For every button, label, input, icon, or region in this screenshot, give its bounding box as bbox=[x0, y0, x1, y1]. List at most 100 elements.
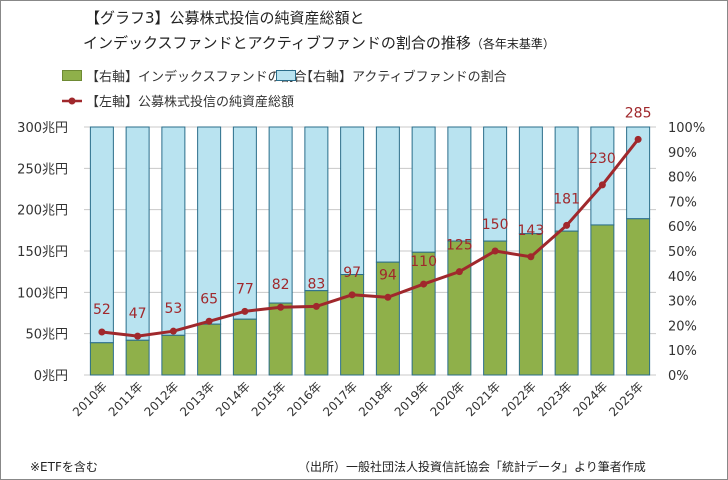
bar-active bbox=[375, 126, 400, 263]
footnote: ※ETFを含む bbox=[30, 460, 98, 474]
right-axis-tick: 0% bbox=[668, 369, 689, 384]
legend-line-marker-icon bbox=[62, 97, 82, 104]
right-axis-tick: 10% bbox=[668, 344, 697, 359]
bar-index bbox=[411, 251, 436, 376]
bar-index bbox=[340, 274, 365, 376]
total-assets-point bbox=[598, 181, 606, 189]
data-label: 110 bbox=[410, 254, 437, 270]
total-assets-point bbox=[134, 332, 142, 340]
total-assets-point bbox=[491, 247, 499, 255]
data-label: 94 bbox=[379, 267, 397, 283]
left-axis-tick: 150兆円 bbox=[17, 245, 68, 260]
x-axis-tick: 2024年 bbox=[571, 379, 611, 419]
bar-index bbox=[89, 342, 114, 376]
x-axis-tick: 2011年 bbox=[106, 379, 146, 419]
legend-label-active: 【右軸】アクティブファンドの割合 bbox=[300, 70, 507, 85]
bar-active bbox=[304, 126, 329, 292]
bar-active bbox=[447, 126, 472, 242]
total-assets-point bbox=[563, 221, 571, 229]
bar-index bbox=[447, 240, 472, 376]
chart-title-main: インデックスファンドとアクティブファンドの割合の推移 bbox=[83, 34, 471, 52]
x-axis-tick: 2017年 bbox=[320, 379, 360, 419]
total-assets-point bbox=[420, 280, 428, 288]
bar-index bbox=[161, 334, 186, 376]
left-axis-tick: 300兆円 bbox=[17, 121, 68, 136]
bar-index bbox=[125, 339, 150, 376]
right-axis-tick: 50% bbox=[668, 245, 697, 260]
total-assets-point bbox=[312, 302, 320, 310]
data-label: 125 bbox=[446, 238, 473, 254]
data-label: 83 bbox=[307, 276, 325, 292]
total-assets-point bbox=[241, 307, 249, 315]
x-axis-tick: 2010年 bbox=[70, 379, 110, 419]
legend-label-total: 【左軸】公募株式投信の純資産総額 bbox=[86, 95, 295, 110]
x-axis-tick: 2012年 bbox=[142, 379, 182, 419]
chart-title-note: （各年末基準） bbox=[470, 37, 555, 51]
x-axis-tick: 2021年 bbox=[463, 379, 503, 419]
left-axis-tick: 0兆円 bbox=[34, 369, 68, 384]
total-assets-point bbox=[384, 293, 392, 301]
bar-index bbox=[518, 233, 543, 376]
data-label: 52 bbox=[93, 302, 111, 318]
data-label: 150 bbox=[482, 217, 509, 233]
legend-item-active: 【右軸】アクティブファンドの割合 bbox=[276, 66, 507, 85]
legend-swatch-active bbox=[276, 70, 296, 81]
bar-active bbox=[518, 126, 543, 235]
legend-item-index: 【右軸】インデックスファンドの割合 bbox=[62, 66, 307, 85]
left-axis-tick: 250兆円 bbox=[17, 162, 68, 177]
left-axis-tick: 50兆円 bbox=[25, 328, 68, 343]
right-axis-tick: 90% bbox=[668, 146, 697, 161]
chart-title-line2: インデックスファンドとアクティブファンドの割合の推移（各年末基準） bbox=[83, 32, 555, 53]
x-axis-tick: 2015年 bbox=[249, 379, 289, 419]
bar-index bbox=[232, 318, 257, 376]
x-axis-tick: 2020年 bbox=[428, 379, 468, 419]
bar-index bbox=[590, 224, 615, 376]
data-label: 181 bbox=[553, 191, 580, 207]
data-label: 143 bbox=[518, 223, 545, 239]
total-assets-point bbox=[205, 317, 213, 325]
bar-index bbox=[626, 218, 651, 376]
total-assets-point bbox=[527, 253, 535, 261]
source-note: （出所）一般社団法人投資信託協会「統計データ」より筆者作成 bbox=[298, 460, 646, 474]
data-label: 97 bbox=[343, 265, 361, 281]
bar-active bbox=[411, 126, 436, 253]
right-axis-tick: 100% bbox=[668, 121, 705, 136]
x-axis-tick: 2014年 bbox=[213, 379, 253, 419]
total-assets-point bbox=[348, 291, 356, 299]
total-assets-point bbox=[634, 135, 642, 143]
right-axis-tick: 60% bbox=[668, 220, 697, 235]
legend-label-index: 【右軸】インデックスファンドの割合 bbox=[86, 70, 307, 85]
data-label: 65 bbox=[200, 291, 218, 307]
x-axis-tick: 2022年 bbox=[499, 379, 539, 419]
left-axis-tick: 100兆円 bbox=[17, 286, 68, 301]
bar-index bbox=[483, 240, 508, 376]
right-axis-tick: 80% bbox=[668, 171, 697, 186]
bar-index bbox=[304, 290, 329, 376]
data-label: 47 bbox=[129, 306, 147, 322]
bar-active bbox=[340, 126, 365, 276]
legend-item-total: 【左軸】公募株式投信の純資産総額 bbox=[62, 91, 294, 110]
total-assets-point bbox=[98, 328, 106, 336]
bar-index bbox=[197, 323, 222, 376]
total-assets-point bbox=[277, 303, 285, 311]
right-axis-tick: 30% bbox=[668, 295, 697, 310]
data-label: 285 bbox=[625, 105, 652, 121]
legend-swatch-index bbox=[62, 70, 82, 81]
total-assets-point bbox=[455, 268, 463, 276]
total-assets-point bbox=[169, 327, 177, 335]
data-label: 82 bbox=[272, 277, 290, 293]
x-axis-tick: 2018年 bbox=[356, 379, 396, 419]
right-axis-tick: 40% bbox=[668, 270, 697, 285]
chart-title-line1: 【グラフ3】公募株式投信の純資産総額と bbox=[85, 9, 365, 27]
x-axis-tick: 2025年 bbox=[606, 379, 646, 419]
data-label: 230 bbox=[589, 151, 616, 167]
left-axis-tick: 200兆円 bbox=[17, 204, 68, 219]
x-axis-tick: 2019年 bbox=[392, 379, 432, 419]
data-label: 77 bbox=[236, 281, 254, 297]
total-assets-line bbox=[101, 138, 640, 338]
data-label: 53 bbox=[164, 301, 182, 317]
right-axis-tick: 70% bbox=[668, 195, 697, 210]
x-axis-tick: 2023年 bbox=[535, 379, 575, 419]
bar-index bbox=[554, 230, 579, 376]
